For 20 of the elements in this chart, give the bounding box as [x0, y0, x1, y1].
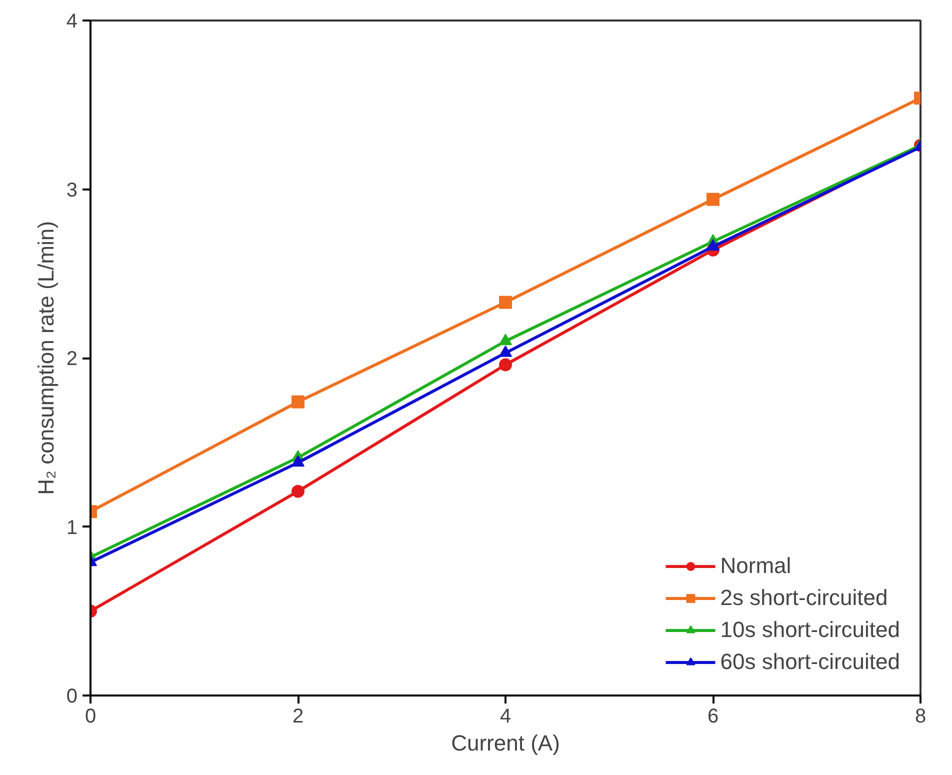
x-tick-label: 0: [84, 706, 96, 728]
x-tick-label: 2: [292, 706, 304, 728]
point: [499, 296, 512, 309]
y-tick-label: 2: [66, 348, 78, 370]
x-tick-label: 4: [500, 706, 512, 728]
x-tick-label: 8: [914, 706, 926, 728]
legend-label: 60s short-circuited: [720, 649, 900, 675]
legend-label: 10s short-circuited: [720, 617, 900, 643]
x-axis-title: Current (A): [451, 730, 560, 756]
point: [499, 358, 512, 372]
x-tick-label: 6: [707, 706, 719, 728]
y-tick-label: 3: [66, 179, 78, 202]
y-axis-title: H₂ consumption rate (L/min): [33, 221, 58, 495]
legend-label: Normal: [720, 553, 792, 579]
point: [499, 346, 512, 357]
point: [499, 334, 512, 346]
y-tick-label: 0: [66, 686, 78, 708]
y-tick-label: 1: [66, 516, 78, 539]
legend-label: 2s short-circuited: [720, 585, 888, 611]
y-tick-label: 4: [66, 10, 78, 32]
